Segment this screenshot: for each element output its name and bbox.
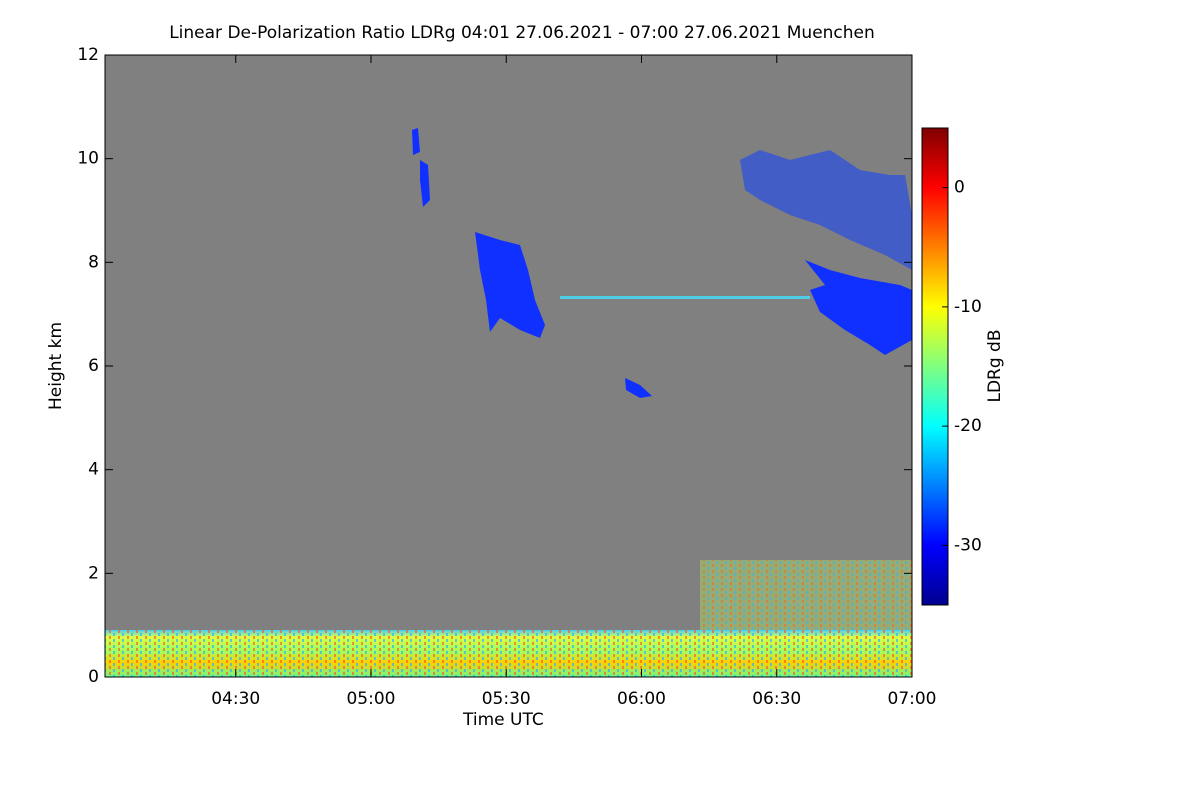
y-tick-label: 12	[77, 45, 99, 65]
cloud	[475, 232, 545, 338]
cloud	[625, 378, 652, 398]
chart-title: Linear De-Polarization Ratio LDRg 04:01 …	[169, 23, 875, 43]
thin-layer	[560, 296, 810, 299]
aerosol-noise	[700, 560, 912, 630]
cirrus	[740, 150, 912, 270]
colorbar-tick-label: -20	[954, 416, 982, 436]
colorbar-label: LDRg dB	[985, 329, 1005, 402]
colorbar	[921, 127, 949, 606]
y-tick-label: 2	[88, 563, 99, 583]
cloud	[412, 128, 420, 155]
cloud	[420, 160, 430, 207]
boundary-layer-noise	[105, 630, 912, 677]
x-tick-label: 06:00	[617, 689, 666, 709]
x-tick-label: 06:30	[752, 689, 801, 709]
colorbar-tick-label: 0	[954, 178, 965, 198]
x-tick-label: 07:00	[888, 689, 937, 709]
x-tick-label: 05:00	[346, 689, 395, 709]
x-tick-label: 05:30	[482, 689, 531, 709]
y-axis-label: Height km	[46, 322, 66, 410]
x-tick-label: 04:30	[211, 689, 260, 709]
y-tick-label: 10	[77, 149, 99, 169]
y-tick-label: 8	[88, 252, 99, 272]
y-tick-label: 6	[88, 356, 99, 376]
data-image	[105, 128, 912, 677]
cloud	[805, 260, 912, 355]
colorbar-tick-label: -30	[954, 535, 982, 555]
y-tick-label: 0	[88, 667, 99, 687]
y-tick-label: 4	[88, 460, 99, 480]
x-axis-label: Time UTC	[462, 710, 544, 730]
colorbar-tick-label: -10	[954, 297, 982, 317]
